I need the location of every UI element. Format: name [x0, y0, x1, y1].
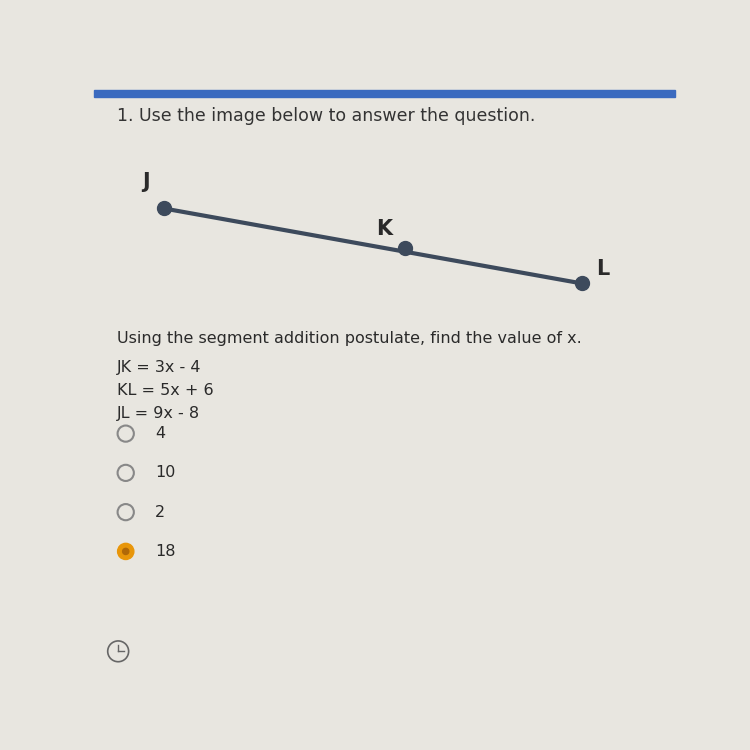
Point [399, 242, 411, 254]
Circle shape [118, 543, 134, 560]
Text: 10: 10 [154, 466, 176, 481]
Text: 2: 2 [154, 505, 165, 520]
Text: J: J [142, 172, 150, 193]
Text: JL = 9x - 8: JL = 9x - 8 [117, 406, 200, 421]
Text: Using the segment addition postulate, find the value of x.: Using the segment addition postulate, fi… [117, 331, 582, 346]
Circle shape [118, 504, 134, 520]
Bar [94, 90, 675, 97]
Point [576, 278, 588, 290]
Text: 18: 18 [154, 544, 176, 559]
Circle shape [118, 425, 134, 442]
Text: KL = 5x + 6: KL = 5x + 6 [117, 382, 214, 398]
Text: K: K [376, 218, 392, 238]
Circle shape [123, 548, 129, 554]
Text: 4: 4 [154, 426, 165, 441]
Text: L: L [596, 259, 609, 279]
Circle shape [118, 465, 134, 481]
Text: JK = 3x - 4: JK = 3x - 4 [117, 360, 202, 375]
Point [158, 202, 170, 214]
Text: 1. Use the image below to answer the question.: 1. Use the image below to answer the que… [117, 107, 536, 125]
